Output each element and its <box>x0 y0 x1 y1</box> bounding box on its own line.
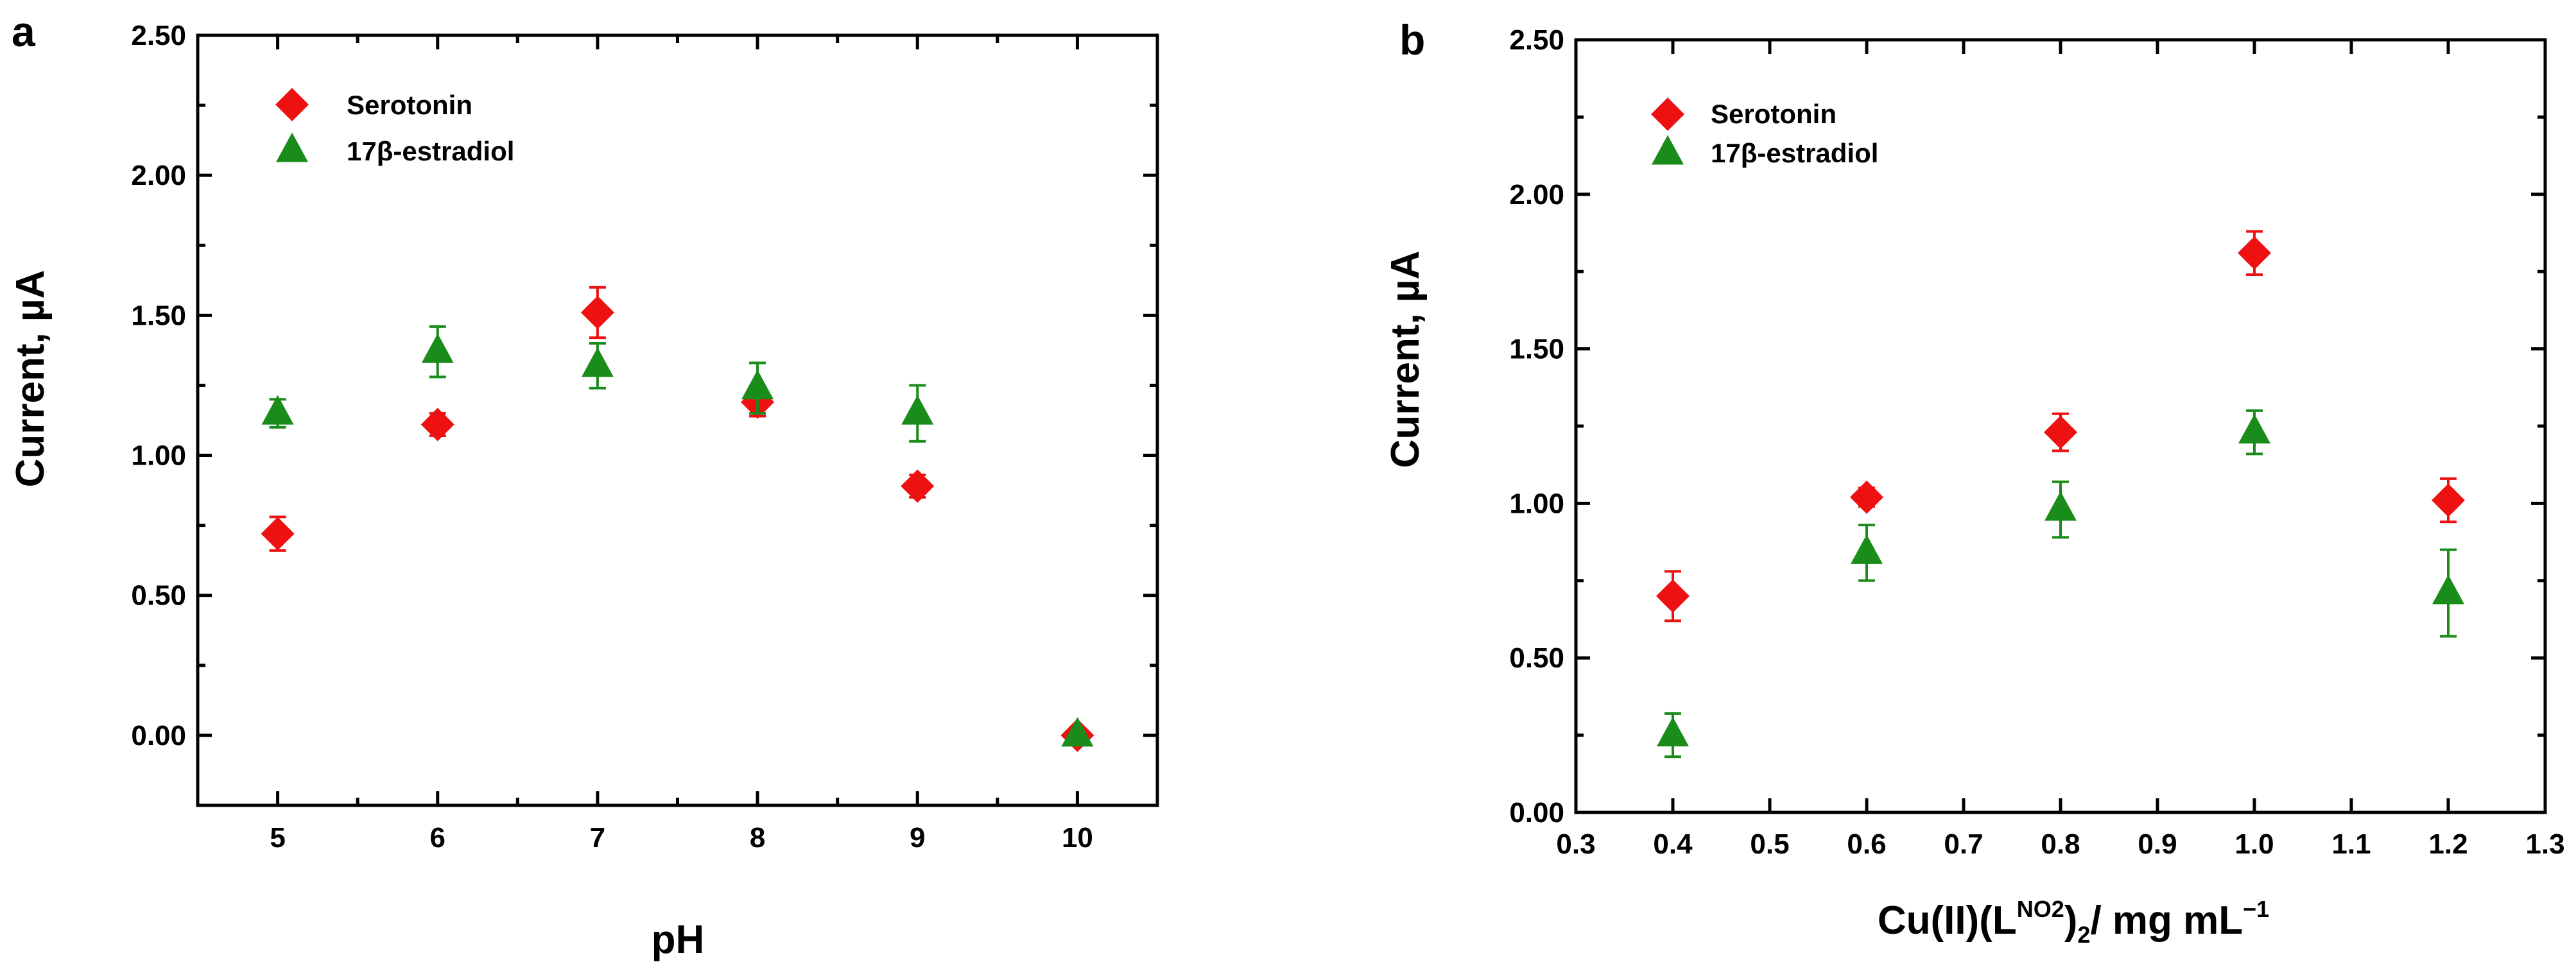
panel-b-y-axis-label: Current, µA <box>1383 251 1428 468</box>
panel-b-legend: Serotonin 17β-estradiol <box>1651 98 1878 168</box>
data-point <box>1851 534 1883 564</box>
chart-panel-b: b Current, µA Cu(II)(LNO2)2/ mg mL−1 0.0… <box>1383 16 2565 948</box>
series-serotonin <box>1656 230 2465 622</box>
x-tick-label: 0.8 <box>2041 828 2080 860</box>
data-point <box>1657 717 1689 747</box>
data-point <box>261 517 295 551</box>
series-serotonin <box>261 286 1094 752</box>
x-tick-label: 1.2 <box>2428 828 2468 860</box>
data-point <box>420 407 454 442</box>
x-label-end: / mg mL <box>2090 898 2243 943</box>
legend-serotonin-marker <box>1651 98 1684 131</box>
x-tick-label: 0.3 <box>1556 828 1595 860</box>
x-tick-label: 9 <box>910 822 925 853</box>
legend-marker-shape <box>1651 98 1684 131</box>
series-estradiol <box>261 325 1094 747</box>
y-tick-label: 2.50 <box>1509 24 1564 56</box>
x-tick-label: 5 <box>270 822 285 853</box>
x-tick-label: 0.9 <box>2138 828 2177 860</box>
legend-estradiol-marker <box>276 132 308 162</box>
panel-a-legend: Serotonin 17β-estradiol <box>275 88 514 166</box>
x-tick-label: 7 <box>590 822 605 853</box>
x-label-mid: ) <box>2064 898 2078 943</box>
x-tick-label: 1.3 <box>2525 828 2564 860</box>
legend-estradiol-label: 17β-estradiol <box>1711 138 1878 168</box>
data-point <box>2044 415 2077 449</box>
legend-marker-shape <box>275 88 309 121</box>
data-point <box>421 333 454 363</box>
data-point <box>2238 236 2271 270</box>
data-point <box>2238 414 2270 444</box>
x-tick-label: 0.7 <box>1944 828 1983 860</box>
y-tick-label: 1.50 <box>131 300 186 331</box>
x-label-sup: NO2 <box>2017 896 2064 922</box>
legend-serotonin-label: Serotonin <box>1711 99 1837 129</box>
data-point <box>2044 491 2077 521</box>
data-point <box>741 370 774 400</box>
data-point <box>580 296 614 329</box>
data-point <box>1061 717 1094 747</box>
y-tick-label: 0.50 <box>1509 642 1564 674</box>
panel-b-plot-area: 0.00 0.50 1.00 1.50 2.00 2.50 0.3 0.4 0.5 0.6 0.7 0… <box>1509 24 2564 860</box>
data-point <box>2432 483 2465 517</box>
panel-a-letter: a <box>12 8 36 55</box>
y-tick-label: 0.50 <box>131 580 186 612</box>
data-point <box>901 469 935 503</box>
y-tick-label: 1.00 <box>131 440 186 472</box>
chart-panel-a: a Current, µA pH 0.00 0.50 1.00 1.50 2.00 2.5… <box>8 8 1159 962</box>
data-point <box>1656 579 1690 613</box>
legend-marker-shape <box>1652 135 1684 165</box>
legend-serotonin-marker <box>275 88 309 121</box>
data-point <box>2432 574 2464 605</box>
y-tick-label: 2.00 <box>1509 179 1564 210</box>
panel-a-plot-area: 0.00 0.50 1.00 1.50 2.00 2.50 5 6 7 8 9 10 <box>131 20 1159 853</box>
data-point <box>901 395 934 425</box>
y-tick-label: 2.50 <box>131 20 186 51</box>
panel-b-x-axis-label: Cu(II)(LNO2)2/ mg mL−1 <box>1878 896 2269 948</box>
y-tick-label: 0.00 <box>1509 797 1564 828</box>
x-tick-label: 8 <box>750 822 765 853</box>
y-tick-label: 2.00 <box>131 160 186 191</box>
legend-marker-shape <box>276 132 308 162</box>
data-point <box>1850 480 1883 514</box>
plot-frame <box>196 33 1159 807</box>
data-point <box>581 347 614 377</box>
x-label-end-sup: −1 <box>2243 896 2269 922</box>
x-label-main: Cu(II)(L <box>1878 898 2017 943</box>
x-tick-label: 1.0 <box>2235 828 2274 860</box>
y-tick-label: 1.50 <box>1509 334 1564 365</box>
x-tick-label: 10 <box>1062 822 1093 853</box>
x-tick-label: 6 <box>430 822 445 853</box>
x-tick-label: 0.5 <box>1750 828 1789 860</box>
legend-estradiol-marker <box>1652 135 1684 165</box>
panel-a-x-axis-label: pH <box>652 918 705 962</box>
legend-estradiol-label: 17β-estradiol <box>347 136 514 166</box>
x-tick-label: 0.4 <box>1653 828 1693 860</box>
data-point <box>261 395 294 425</box>
panel-b-letter: b <box>1399 16 1425 64</box>
x-tick-label: 0.6 <box>1847 828 1886 860</box>
panel-a-y-axis-label: Current, µA <box>8 270 53 488</box>
legend-serotonin-label: Serotonin <box>347 90 472 120</box>
y-tick-label: 0.00 <box>131 720 186 751</box>
y-tick-label: 1.00 <box>1509 488 1564 519</box>
series-estradiol <box>1657 409 2464 759</box>
x-label-sub: 2 <box>2077 922 2090 948</box>
x-tick-label: 1.1 <box>2331 828 2371 860</box>
